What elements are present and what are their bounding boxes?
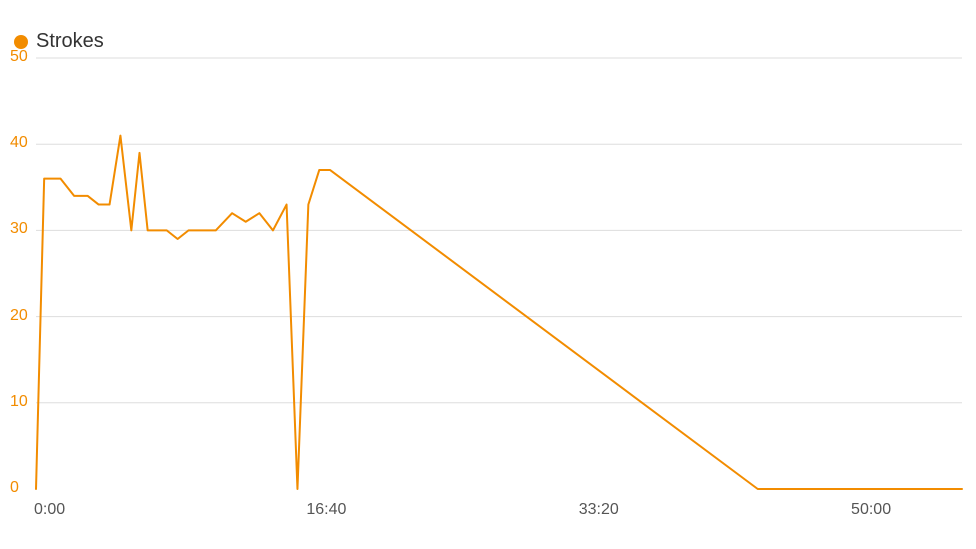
y-tick-label: 10 [10, 393, 28, 411]
chart-plot [0, 0, 976, 549]
strokes-chart: Strokes 01020304050 0:0016:4033:2050:00 [0, 0, 976, 549]
y-tick-label: 40 [10, 134, 28, 152]
gridlines [36, 58, 962, 403]
x-tick-label: 16:40 [306, 501, 346, 519]
series-line [36, 136, 962, 489]
x-tick-label: 0:00 [34, 501, 65, 519]
y-tick-label: 50 [10, 48, 28, 66]
y-tick-label: 20 [10, 307, 28, 325]
y-tick-label: 0 [10, 479, 19, 497]
x-tick-label: 33:20 [579, 501, 619, 519]
y-tick-label: 30 [10, 220, 28, 238]
x-tick-label: 50:00 [851, 501, 891, 519]
